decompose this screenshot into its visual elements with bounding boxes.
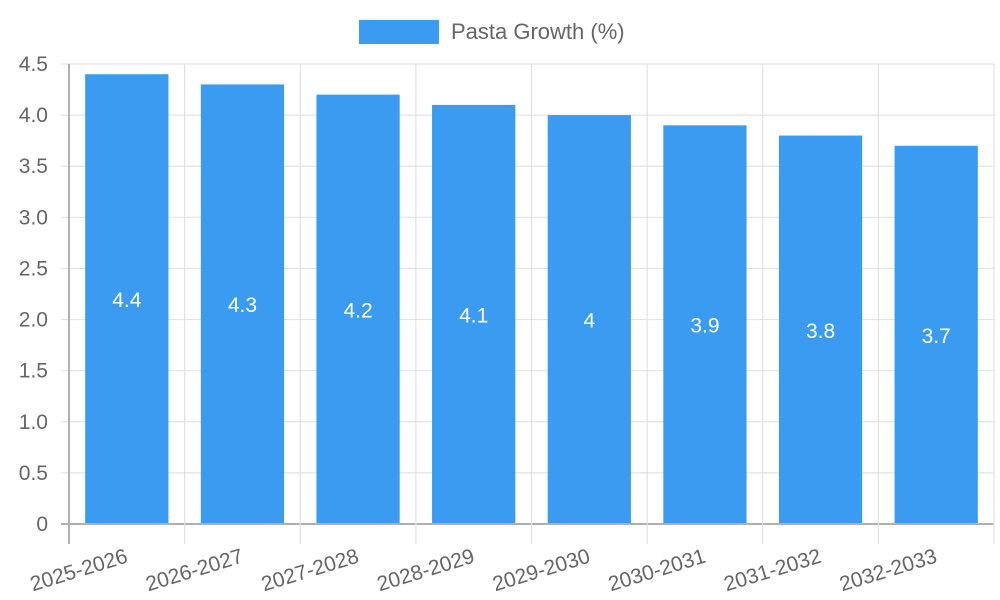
bar[interactable] <box>85 74 169 523</box>
bar-value-label: 4.1 <box>459 304 488 327</box>
y-tick-label: 1.5 <box>19 360 48 383</box>
y-tick-label: 4.5 <box>19 53 48 76</box>
x-tick-label: 2032-2033 <box>837 545 940 596</box>
bar-value-label: 4.2 <box>343 299 372 322</box>
y-tick-label: 3.5 <box>19 155 48 178</box>
bar[interactable] <box>547 115 631 523</box>
bar[interactable] <box>663 125 747 523</box>
x-tick-label: 2025-2026 <box>28 545 131 596</box>
y-tick-label: 2.5 <box>19 257 48 280</box>
x-tick-label: 2030-2031 <box>606 545 709 596</box>
legend[interactable]: Pasta Growth (%) <box>359 19 625 45</box>
y-tick-label: 4.0 <box>19 104 48 127</box>
bar-value-label: 3.7 <box>922 325 951 348</box>
bar[interactable] <box>894 145 978 523</box>
bar-value-label: 3.9 <box>690 315 719 338</box>
legend-label: Pasta Growth (%) <box>451 19 625 44</box>
bar-value-label: 4.4 <box>112 289 142 312</box>
bar[interactable] <box>778 135 863 524</box>
x-tick-label: 2031-2032 <box>721 545 824 596</box>
bar-value-label: 4 <box>583 310 595 333</box>
x-tick-label: 2028-2029 <box>374 545 477 596</box>
y-tick-label: 2.0 <box>19 309 48 332</box>
bar[interactable] <box>432 104 516 523</box>
y-tick-label: 0 <box>36 513 48 536</box>
y-tick-label: 3.0 <box>19 206 48 229</box>
bar[interactable] <box>316 94 400 524</box>
bar-value-label: 3.8 <box>806 320 835 343</box>
x-tick-label: 2026-2027 <box>143 545 246 596</box>
x-tick-label: 2027-2028 <box>259 545 362 596</box>
bar[interactable] <box>200 84 285 523</box>
x-tick-label: 2029-2030 <box>490 545 593 596</box>
y-tick-label: 1.0 <box>19 411 48 434</box>
bar-value-label: 4.3 <box>228 294 257 317</box>
legend-swatch <box>359 20 439 44</box>
y-tick-label: 0.5 <box>19 462 48 485</box>
